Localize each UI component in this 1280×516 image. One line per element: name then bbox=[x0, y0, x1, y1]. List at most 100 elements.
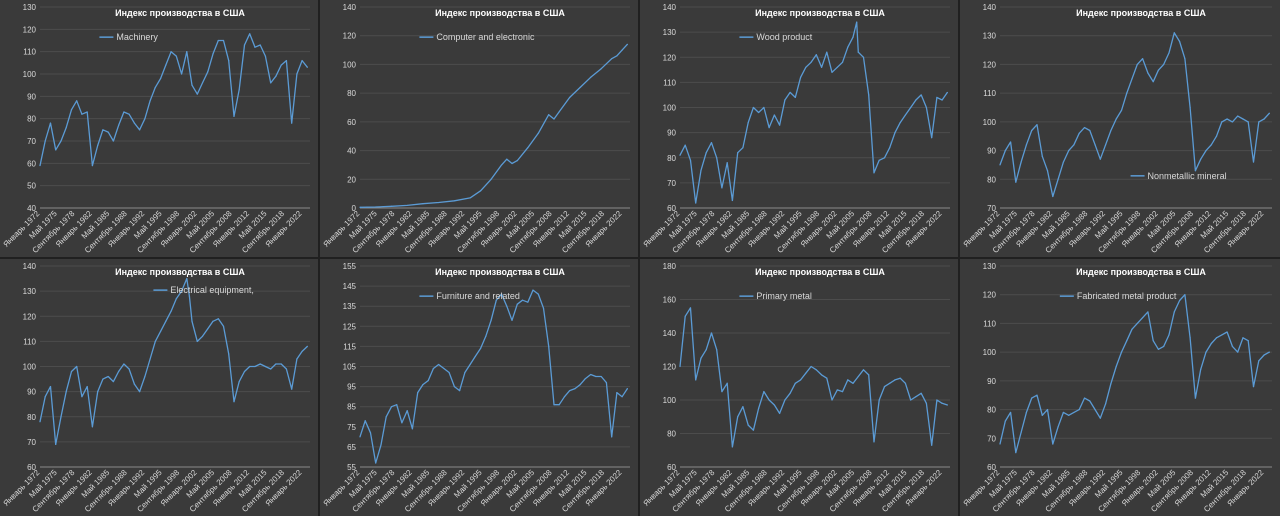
series-line bbox=[359, 289, 628, 464]
data-point bbox=[1142, 58, 1144, 60]
chart-panel-6: Индекс производства в США 55 65 75 85 95 105 11… bbox=[320, 259, 638, 516]
data-point bbox=[1015, 452, 1017, 454]
data-point bbox=[1052, 443, 1054, 445]
data-point bbox=[443, 367, 445, 370]
data-point bbox=[222, 39, 225, 42]
data-point bbox=[915, 396, 917, 398]
data-point bbox=[123, 111, 125, 113]
data-point bbox=[805, 66, 807, 68]
y-tick-label: 50 bbox=[27, 182, 36, 191]
data-point bbox=[726, 382, 728, 384]
data-point bbox=[904, 382, 907, 384]
y-tick-label: 20 bbox=[347, 175, 356, 184]
data-point bbox=[763, 106, 765, 109]
data-point bbox=[768, 127, 770, 129]
data-point bbox=[868, 94, 870, 96]
data-point bbox=[55, 443, 57, 445]
data-point bbox=[1009, 411, 1012, 414]
data-point bbox=[301, 350, 303, 353]
y-tick-label: 70 bbox=[987, 204, 996, 213]
data-point bbox=[144, 375, 146, 378]
data-point bbox=[1194, 397, 1197, 399]
data-point bbox=[76, 365, 78, 368]
data-point bbox=[742, 147, 744, 149]
data-point bbox=[301, 60, 303, 62]
data-point bbox=[159, 77, 162, 80]
data-point bbox=[516, 160, 518, 162]
data-point bbox=[1173, 32, 1175, 34]
data-point bbox=[920, 94, 922, 96]
data-point bbox=[275, 75, 277, 77]
data-point bbox=[873, 172, 875, 174]
data-point bbox=[679, 154, 681, 156]
data-point bbox=[511, 319, 513, 321]
data-point bbox=[857, 51, 859, 53]
data-point bbox=[411, 428, 414, 430]
data-point bbox=[280, 64, 282, 66]
data-point bbox=[112, 140, 114, 142]
data-point bbox=[112, 380, 114, 383]
y-tick-label: 80 bbox=[667, 430, 676, 439]
data-point bbox=[459, 390, 461, 392]
data-point bbox=[1115, 118, 1117, 120]
data-point bbox=[831, 399, 833, 401]
data-point bbox=[684, 315, 686, 317]
data-point bbox=[107, 131, 109, 133]
y-tick-label: 70 bbox=[987, 434, 996, 443]
data-point bbox=[401, 422, 403, 424]
data-point bbox=[306, 66, 308, 68]
data-point bbox=[1083, 397, 1086, 399]
data-point bbox=[1173, 311, 1175, 313]
data-point bbox=[1178, 40, 1181, 43]
data-point bbox=[91, 426, 94, 428]
data-point bbox=[1157, 348, 1160, 350]
data-point bbox=[747, 121, 749, 124]
data-point bbox=[794, 382, 796, 384]
data-point bbox=[1200, 158, 1202, 160]
data-point bbox=[700, 169, 702, 171]
data-point bbox=[490, 178, 492, 180]
y-tick-label: 60 bbox=[667, 463, 676, 472]
data-point bbox=[128, 113, 130, 115]
data-point bbox=[1126, 340, 1128, 342]
data-point bbox=[841, 391, 844, 393]
data-point bbox=[490, 319, 492, 321]
data-point bbox=[118, 124, 120, 126]
y-tick-label: 130 bbox=[23, 287, 37, 296]
data-point bbox=[97, 144, 99, 147]
y-tick-label: 80 bbox=[27, 115, 36, 124]
data-point bbox=[86, 386, 88, 388]
data-point bbox=[102, 129, 104, 131]
data-point bbox=[815, 369, 817, 371]
data-point bbox=[175, 55, 177, 57]
data-point bbox=[188, 295, 191, 297]
data-point bbox=[511, 162, 513, 165]
data-point bbox=[165, 320, 167, 322]
data-point bbox=[417, 392, 419, 394]
data-point bbox=[70, 109, 73, 111]
y-tick-label: 100 bbox=[23, 70, 37, 79]
data-point bbox=[868, 374, 870, 376]
y-tick-label: 120 bbox=[23, 312, 37, 321]
data-point bbox=[186, 51, 188, 53]
data-point bbox=[485, 335, 487, 337]
data-point bbox=[1237, 351, 1239, 353]
data-point bbox=[1062, 161, 1064, 163]
chart-svg-1: Индекс производства в США 40 50 60 70 80 90 100… bbox=[1, 3, 310, 255]
data-point bbox=[175, 298, 177, 300]
data-point bbox=[548, 345, 550, 347]
data-point bbox=[731, 199, 734, 202]
data-point bbox=[479, 347, 482, 350]
y-tick-label: 115 bbox=[343, 342, 356, 351]
y-tick-label: 110 bbox=[663, 78, 676, 87]
data-point bbox=[731, 446, 734, 448]
data-point bbox=[1147, 72, 1149, 74]
data-point bbox=[621, 396, 623, 398]
data-point bbox=[920, 392, 922, 394]
chart-svg-5: Индекс производства в США 60 70 80 90 100 110 1… bbox=[1, 262, 310, 514]
data-point bbox=[500, 164, 503, 166]
y-tick-label: 120 bbox=[983, 60, 997, 69]
data-point bbox=[758, 407, 760, 409]
data-point bbox=[133, 122, 135, 124]
chart-title: Индекс производства в США bbox=[115, 267, 245, 277]
